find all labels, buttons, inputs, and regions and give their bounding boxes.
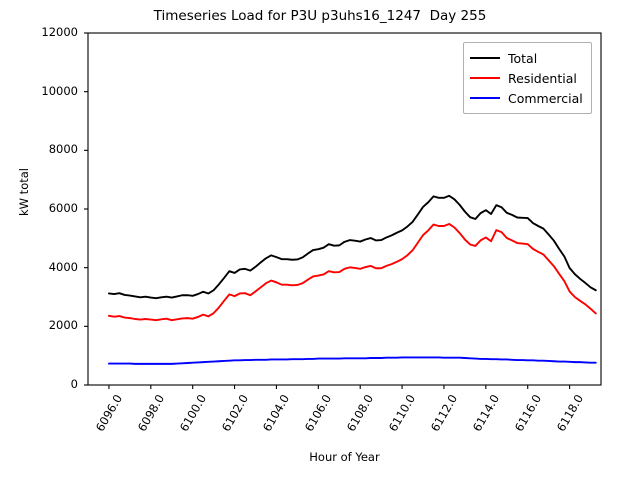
legend-item-residential: Residential [470, 68, 583, 88]
series-line-total [107, 194, 597, 300]
series-line-commercial [107, 356, 597, 365]
legend-item-commercial: Commercial [470, 88, 583, 108]
y-tick-label: 2000 [48, 318, 78, 333]
legend-label-commercial: Commercial [508, 90, 583, 106]
y-tick-label: 12000 [41, 25, 78, 39]
legend-label-total: Total [508, 50, 538, 66]
y-tick-label: 8000 [48, 142, 78, 157]
legend-swatch-residential [470, 77, 500, 79]
y-tick-label: 10000 [41, 83, 78, 98]
y-tick-label: 0 [70, 377, 78, 391]
series-line-residential [107, 223, 597, 322]
legend-swatch-total [470, 57, 500, 59]
legend-swatch-commercial [470, 97, 500, 99]
chart-title: Timeseries Load for P3U p3uhs16_1247 Day… [153, 8, 487, 24]
y-tick-label: 4000 [48, 259, 78, 274]
y-axis-label: kW total [17, 168, 31, 216]
chart-legend: Total Residential Commercial [463, 42, 592, 114]
legend-item-total: Total [470, 48, 583, 68]
y-tick-label: 6000 [48, 201, 78, 215]
legend-label-residential: Residential [508, 70, 577, 86]
x-axis-label: Hour of Year [309, 450, 380, 464]
